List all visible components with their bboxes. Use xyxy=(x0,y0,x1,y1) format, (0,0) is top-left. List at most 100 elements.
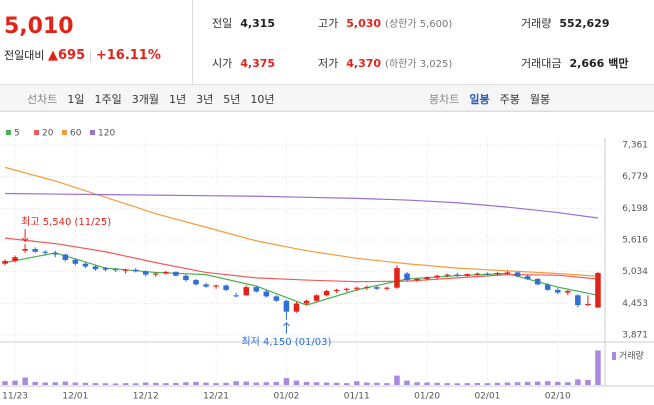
volume-bar xyxy=(72,382,79,385)
field-value: 5,030 xyxy=(346,17,382,30)
volume-bar xyxy=(364,382,370,385)
x-tick-label: 02/01 xyxy=(474,392,500,402)
change-row: 전일대비 ▲695 | +16.11% xyxy=(4,47,161,63)
volume-bar xyxy=(92,383,99,385)
tab[interactable]: 주봉 xyxy=(499,93,520,106)
volume-bar xyxy=(434,382,440,385)
candle-body xyxy=(303,300,310,304)
field-label: 거래량 xyxy=(521,17,552,30)
candle-body xyxy=(132,269,139,272)
tab[interactable]: 1일 xyxy=(67,93,85,106)
candle-body xyxy=(424,277,430,279)
volume-bar xyxy=(293,380,300,385)
volume-bar xyxy=(82,382,89,385)
candle-body xyxy=(283,300,290,312)
candle-body xyxy=(504,272,511,274)
candle-body xyxy=(444,274,450,276)
high-annotation: 최고 5,540 (11/25) xyxy=(21,216,111,228)
volume-bar xyxy=(575,379,581,385)
volume-bar xyxy=(223,382,229,385)
volume-bar xyxy=(62,381,69,385)
y-tick-label: 3,871 xyxy=(622,331,648,341)
legend-swatch xyxy=(6,130,11,135)
x-tick-label: 11/23 xyxy=(2,392,28,402)
tab[interactable]: 5년 xyxy=(223,93,241,106)
candle-body xyxy=(565,290,571,293)
volume-bar xyxy=(444,383,450,385)
volume-bar xyxy=(464,383,471,385)
field-unit: 백만 xyxy=(608,57,629,70)
candle-body xyxy=(333,289,340,291)
candle-body xyxy=(364,287,370,289)
candle-body xyxy=(163,271,169,274)
y-tick-label: 5,616 xyxy=(622,236,648,246)
candle-body xyxy=(102,268,109,270)
tab[interactable]: 3개월 xyxy=(131,93,159,106)
candle-body xyxy=(555,289,561,293)
volume-bar xyxy=(394,375,400,385)
volume-bar xyxy=(52,382,59,385)
candle-body xyxy=(122,269,129,271)
field-label: 거래대금 xyxy=(521,57,562,70)
volume-bar xyxy=(193,381,199,385)
field-label: 저가 xyxy=(318,57,339,70)
candle-body xyxy=(112,269,119,271)
volume-bar xyxy=(273,381,280,385)
volume-bar xyxy=(414,382,420,385)
field: 시가 4,375 xyxy=(212,52,275,71)
field-value: 4,370 xyxy=(346,57,382,70)
ma-line xyxy=(5,192,599,219)
candle-body xyxy=(544,284,551,290)
change-arrow: ▲ xyxy=(47,48,58,63)
field-label: 시가 xyxy=(212,57,233,70)
candle-body xyxy=(384,287,390,289)
period-tabs: 선차트 1일 1주일 3개월 1년 3년 5년 10년 봉차트 일봉 주봉 월봉 xyxy=(0,84,654,112)
x-tick-label: 12/12 xyxy=(133,392,159,402)
candle-body xyxy=(404,273,410,281)
candle-body xyxy=(484,273,491,275)
volume-bar xyxy=(504,382,511,385)
volume-bar xyxy=(484,383,491,385)
legend-label: 60 xyxy=(70,129,82,139)
volume-bar xyxy=(555,381,561,385)
tab[interactable]: 3년 xyxy=(196,93,214,106)
ma-line xyxy=(4,237,599,283)
tab[interactable]: 일봉 xyxy=(469,93,490,106)
candle-body xyxy=(62,254,69,260)
candle-body xyxy=(464,274,471,276)
volume-bar xyxy=(233,381,239,385)
volume-bar xyxy=(585,380,591,385)
volume-bar xyxy=(454,383,461,385)
y-tick-label: 7,361 xyxy=(622,141,648,151)
tab[interactable]: 1년 xyxy=(169,93,187,106)
candle-body xyxy=(575,295,581,306)
tab[interactable]: 10년 xyxy=(250,93,275,106)
candle-body xyxy=(585,304,591,306)
volume-bar xyxy=(494,382,501,385)
tab[interactable]: 1주일 xyxy=(94,93,122,106)
volume-legend: 거래량 xyxy=(619,350,644,362)
volume-bar xyxy=(42,382,48,385)
volume-bar xyxy=(132,383,139,385)
field-value: 4,315 xyxy=(240,17,276,30)
x-tick-label: 12/01 xyxy=(62,392,88,402)
candle-body xyxy=(183,275,189,281)
y-tick-label: 6,198 xyxy=(622,204,648,214)
price: 5,010 xyxy=(4,14,74,39)
volume-bar xyxy=(474,383,481,385)
change: 695 xyxy=(57,48,86,63)
tab[interactable]: 월봉 xyxy=(529,93,551,106)
candle-body xyxy=(343,288,350,290)
volume-bar xyxy=(313,382,320,385)
field-value: 552,629 xyxy=(559,17,610,30)
candle-body xyxy=(273,296,280,301)
volume-bar xyxy=(303,381,310,385)
volume-bar xyxy=(213,383,219,385)
field-note: (하한가 3,025) xyxy=(385,59,453,70)
candle-body xyxy=(374,287,380,289)
legend-swatch xyxy=(90,130,95,135)
x-tick-label: 02/10 xyxy=(545,392,571,402)
volume-bar xyxy=(323,382,330,385)
candle-body xyxy=(52,252,59,255)
volume-bar xyxy=(333,382,340,385)
